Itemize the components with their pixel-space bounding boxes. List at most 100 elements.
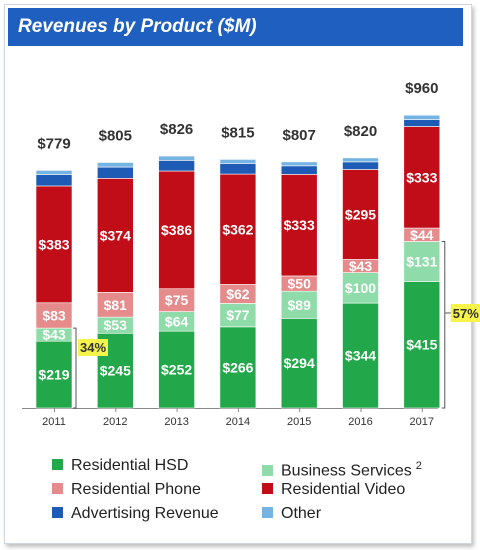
bar-value-label: $83 (42, 307, 66, 323)
x-tick-label: 2013 (164, 416, 188, 428)
x-tick-label: 2014 (226, 416, 250, 428)
bar-segment (403, 114, 441, 120)
legend-item-residential-video: Residential Video (262, 479, 405, 501)
bar-segment (158, 160, 195, 172)
bar-value-label: $333 (406, 169, 437, 185)
bar-segment (280, 165, 318, 175)
legend-swatch (262, 507, 273, 519)
bar-total-label: $815 (221, 124, 254, 141)
bar-segment (158, 170, 195, 290)
bar-segment (280, 174, 318, 277)
legend-item-other: Other (262, 503, 321, 525)
bar-total-label: $779 (37, 135, 70, 152)
bar-value-label: $266 (222, 359, 253, 375)
bar-stack-2017: $415 $131 $44 $333 (403, 114, 441, 409)
bar-value-label: $81 (104, 297, 128, 313)
x-tick-label: 2016 (348, 416, 372, 428)
bar-total-label: $807 (283, 127, 316, 144)
legend-item-residential-hsd: Residential HSD (52, 455, 188, 477)
bar-segment (403, 119, 441, 127)
bar-total-label: $826 (160, 121, 193, 138)
bar-stack-2016: $344 $100 $43 $295 (342, 157, 379, 409)
bar-segment (219, 326, 257, 409)
bar-value-label: $344 (345, 348, 376, 364)
bar-value-label: $415 (406, 337, 437, 353)
bar-segment (158, 155, 195, 161)
bar-segment (35, 170, 73, 175)
legend-item-business-services: Business Services 2 (262, 455, 422, 480)
bar-total-label: $820 (344, 123, 377, 140)
bar-value-label: $53 (104, 317, 128, 333)
annotation-bracket (73, 327, 77, 409)
annotation-label: 57% (453, 306, 479, 321)
legend-label: Advertising Revenue (71, 505, 219, 522)
bar-segment (342, 272, 379, 304)
bar-segment (403, 241, 441, 282)
bar-segment (219, 173, 257, 285)
bar-stack-2013: $252 $64 $75 $386 (158, 155, 195, 409)
bar-segment (280, 161, 318, 167)
legend-swatch (52, 483, 63, 495)
title-bar: Revenues by Product ($M) (8, 8, 463, 46)
x-tick-label: 2015 (287, 416, 311, 428)
bar-value-label: $252 (161, 362, 192, 378)
bar-segment (35, 174, 73, 187)
legend-label: Residential Phone (71, 481, 201, 498)
bar-total-label: $805 (99, 127, 132, 144)
legend-swatch (52, 459, 63, 471)
bar-value-label: $219 (38, 367, 69, 383)
bar-segment (97, 162, 134, 168)
x-tick-label: 2012 (103, 416, 127, 428)
bar-total-label: $960 (405, 80, 438, 97)
bar-value-label: $374 (100, 227, 131, 243)
bar-value-label: $64 (165, 313, 189, 329)
legend-label: Business Services (281, 462, 412, 480)
bar-stack-2014: $266 $77 $62 $362 (219, 159, 257, 409)
bar-segment (97, 166, 134, 179)
bar-stack-2012: $245 $53 $81 $374 (97, 162, 134, 409)
x-tick-label: 2011 (42, 416, 66, 428)
bar-segment (342, 157, 379, 163)
bar-value-label: $43 (42, 327, 66, 343)
legend-footnote-marker: 2 (415, 460, 422, 472)
annotation-label: 34% (80, 340, 106, 355)
bar-stack-2015: $294 $89 $50 $333 (280, 161, 318, 409)
bar-value-label: $383 (38, 236, 69, 252)
bar-segment (97, 292, 134, 318)
bar-value-label: $295 (345, 206, 376, 222)
legend-swatch (262, 464, 273, 476)
legend-item-residential-phone: Residential Phone (52, 479, 201, 501)
bar-segment (97, 178, 134, 293)
legend-label: Residential Video (281, 481, 406, 498)
annotation-highlight (450, 304, 480, 322)
annotation-bracket (441, 240, 446, 409)
bar-value-label: $245 (100, 363, 131, 379)
bar-value-label: $362 (222, 221, 253, 237)
bar-value-label: $62 (226, 286, 250, 302)
legend-label: Other (281, 505, 322, 522)
bar-value-label: $386 (161, 222, 192, 238)
bar-value-label: $75 (165, 292, 189, 308)
legend-label: Residential HSD (71, 457, 189, 474)
bar-segment (219, 163, 257, 175)
bar-value-label: $50 (288, 276, 312, 292)
bar-value-label: $77 (226, 307, 250, 323)
bar-value-label: $294 (284, 355, 315, 371)
legend-swatch (262, 483, 273, 495)
bar-segment (219, 159, 257, 164)
bar-value-label: $44 (410, 227, 434, 243)
bar-segment (342, 169, 379, 260)
bar-value-label: $333 (284, 217, 315, 233)
bar-value-label: $131 (406, 253, 437, 269)
bar-segment (403, 126, 441, 229)
x-tick-label: 2017 (410, 416, 434, 428)
annotation-highlight (78, 339, 108, 356)
bar-segment (342, 161, 379, 170)
legend-item-advertising-revenue: Advertising Revenue (52, 503, 219, 525)
bar-value-label: $100 (345, 280, 376, 296)
legend-swatch (52, 507, 63, 519)
bar-stack-2011: $219 $43 $83 $383 (35, 170, 73, 409)
chart-title: Revenues by Product ($M) (18, 16, 257, 37)
bar-segment (403, 281, 441, 409)
